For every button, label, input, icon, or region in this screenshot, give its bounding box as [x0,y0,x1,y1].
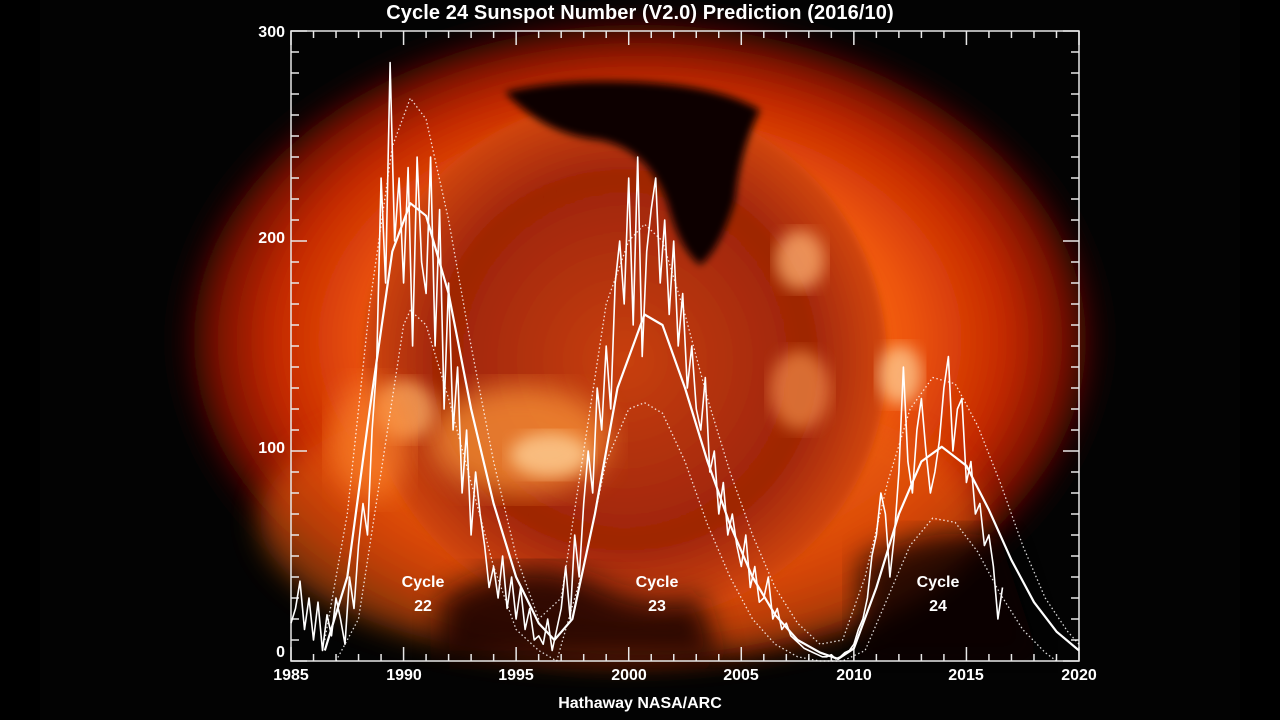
letterbox-right [1240,0,1280,720]
letterbox-left [0,0,40,720]
series-lower-bound [335,309,1057,662]
x-tick-label: 2005 [723,667,759,684]
cycle-23-label: Cycle 23 [635,574,679,615]
y-tick-label: 100 [258,440,285,457]
x-tick-label: 1985 [273,667,309,684]
series-upper-bound [324,97,1080,645]
x-tick-label: 2010 [836,667,872,684]
x-tick-label: 2020 [1061,667,1097,684]
data-series [290,61,1080,662]
series-monthly-sunspot-number [290,61,1004,660]
x-tick-label: 2015 [948,667,984,684]
credit-label: Hathaway NASA/ARC [558,695,722,712]
chart-title: Cycle 24 Sunspot Number (V2.0) Predictio… [386,2,894,24]
x-tick-label: 2000 [611,667,647,684]
series-smoothed-predicted-cycle-fit [323,202,1080,661]
y-tick-label: 200 [258,230,285,247]
axes [290,30,1080,662]
x-tick-label: 1995 [498,667,534,684]
y-tick-label: 300 [258,24,285,41]
cycle-22-label: Cycle 22 [401,574,445,615]
cycle-24-label: Cycle 24 [916,574,960,615]
x-tick-label: 1990 [386,667,422,684]
y-tick-label: 0 [276,644,285,661]
